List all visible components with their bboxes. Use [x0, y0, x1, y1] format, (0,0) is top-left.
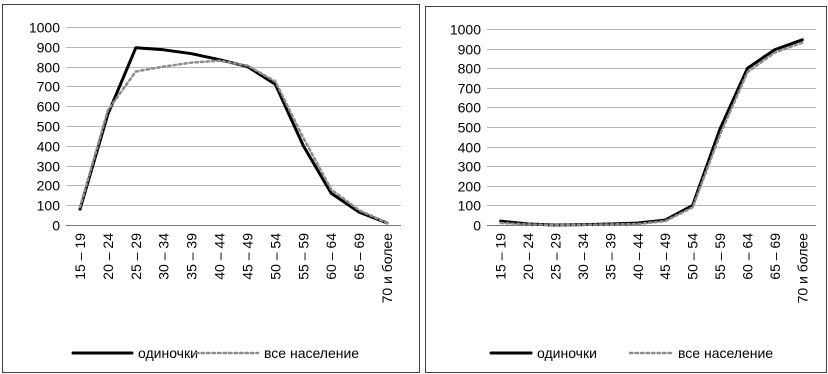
x-tick-label: 65 – 69 — [351, 233, 367, 280]
chart-frame — [2, 4, 420, 373]
y-tick-label: 400 — [37, 139, 61, 155]
y-tick-label: 600 — [37, 99, 61, 115]
x-tick-label: 60 – 64 — [739, 233, 755, 280]
x-tick-label: 20 – 24 — [100, 233, 116, 280]
y-tick-label: 200 — [458, 179, 482, 195]
x-tick-label: 35 – 39 — [184, 233, 200, 280]
x-tick-label: 70 и более — [794, 233, 810, 304]
x-tick-label: 65 – 69 — [767, 233, 783, 280]
y-tick-label: 700 — [37, 79, 61, 95]
x-tick-label: 40 – 44 — [630, 233, 646, 280]
y-tick-label: 100 — [458, 198, 482, 214]
chart-frame — [425, 6, 827, 373]
y-tick-label: 500 — [458, 120, 482, 136]
legend-label: одиночки — [138, 345, 198, 361]
x-tick-label: 70 и более — [379, 233, 395, 304]
x-tick-label: 45 – 49 — [657, 233, 673, 280]
x-tick-label: 50 – 54 — [685, 233, 701, 280]
series-line-vse-naselenie — [78, 59, 389, 225]
x-tick-label: 30 – 34 — [575, 233, 591, 280]
x-tick-label: 15 – 19 — [493, 233, 509, 280]
legend-label: все население — [264, 345, 359, 361]
legend-label: одиночки — [537, 345, 597, 361]
y-tick-label: 0 — [52, 218, 60, 234]
y-tick-label: 1000 — [29, 20, 60, 36]
y-tick-label: 400 — [458, 140, 482, 156]
x-tick-label: 50 – 54 — [267, 233, 283, 280]
x-tick-label: 40 – 44 — [212, 233, 228, 280]
x-tick-label: 25 – 29 — [548, 233, 564, 280]
y-tick-label: 1000 — [450, 22, 481, 38]
x-tick-label: 45 – 49 — [239, 233, 255, 280]
x-tick-label: 35 – 39 — [602, 233, 618, 280]
chart-left-group: 0 100 200 300 400 500 600 700 800 900 1000 15 – 19 2… — [2, 4, 420, 373]
y-tick-label: 900 — [37, 40, 61, 56]
legend-label: все население — [678, 345, 773, 361]
y-tick-label: 300 — [458, 159, 482, 175]
series-line-vse-naselenie — [499, 41, 804, 227]
chart-right-group: 0 100 200 300 400 500 600 700 800 900 1000 15 – 19 2… — [425, 6, 827, 373]
x-tick-label: 55 – 59 — [295, 233, 311, 280]
y-tick-label: 800 — [458, 61, 482, 77]
y-tick-label: 800 — [37, 60, 61, 76]
y-tick-label: 300 — [37, 159, 61, 175]
y-tick-label: 0 — [473, 218, 481, 234]
x-tick-label: 25 – 29 — [128, 233, 144, 280]
x-tick-label: 20 – 24 — [520, 233, 536, 280]
y-tick-label: 900 — [458, 42, 482, 58]
y-tick-label: 600 — [458, 100, 482, 116]
x-tick-label: 15 – 19 — [72, 233, 88, 280]
y-tick-label: 700 — [458, 81, 482, 97]
x-tick-label: 55 – 59 — [712, 233, 728, 280]
y-tick-label: 500 — [37, 119, 61, 135]
x-tick-label: 30 – 34 — [156, 233, 172, 280]
x-tick-label: 60 – 64 — [323, 233, 339, 280]
y-tick-label: 200 — [37, 178, 61, 194]
y-tick-label: 100 — [37, 198, 61, 214]
